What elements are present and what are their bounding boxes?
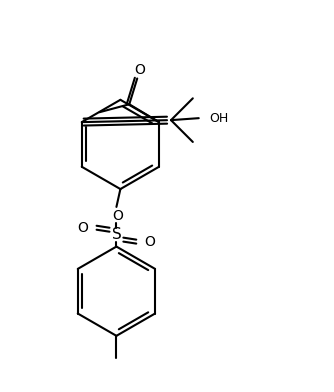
Text: O: O: [145, 235, 156, 249]
Text: O: O: [134, 63, 145, 76]
Text: OH: OH: [210, 112, 229, 125]
Text: S: S: [112, 227, 121, 242]
Text: O: O: [112, 209, 123, 223]
Text: O: O: [77, 221, 88, 235]
